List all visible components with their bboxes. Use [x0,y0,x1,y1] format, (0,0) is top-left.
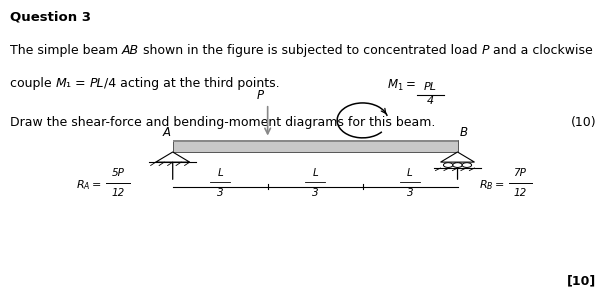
Circle shape [444,163,453,167]
Text: B: B [460,126,468,139]
Text: 4: 4 [427,96,434,106]
Text: $R_A=$: $R_A=$ [76,178,102,192]
Text: /4 acting at the third points.: /4 acting at the third points. [104,77,280,90]
Text: L: L [312,168,318,178]
Text: L: L [218,168,223,178]
Text: 3: 3 [407,188,413,198]
Text: shown in the figure is subjected to concentrated load: shown in the figure is subjected to conc… [139,44,481,57]
Text: $R_B=$: $R_B=$ [479,178,504,192]
Text: L: L [407,168,413,178]
Text: PL: PL [424,82,437,92]
Text: ₁ =: ₁ = [66,77,90,90]
Text: The simple beam: The simple beam [10,44,122,57]
Circle shape [453,163,462,167]
Text: [10]: [10] [567,275,596,287]
Text: 3: 3 [312,188,318,198]
Text: 3: 3 [217,188,224,198]
Text: A: A [162,126,170,139]
Text: Question 3: Question 3 [10,11,91,23]
Polygon shape [156,152,190,162]
Text: M: M [55,77,66,90]
Bar [173,140,458,142]
Text: couple: couple [10,77,55,90]
Text: 12: 12 [112,188,125,197]
Bar [173,140,458,152]
Text: PL: PL [90,77,104,90]
Text: P: P [257,89,264,102]
Text: AB: AB [122,44,139,57]
Text: 12: 12 [513,188,527,197]
Text: and a clockwise: and a clockwise [489,44,593,57]
Text: Draw the shear-force and bending-moment diagrams for this beam.: Draw the shear-force and bending-moment … [10,116,435,129]
Text: $M_1=$: $M_1=$ [387,78,416,93]
Text: 7P: 7P [513,168,527,178]
Polygon shape [441,152,474,162]
Text: P: P [481,44,489,57]
Text: 5P: 5P [112,168,125,178]
Text: (10): (10) [571,116,596,129]
Circle shape [462,163,471,167]
